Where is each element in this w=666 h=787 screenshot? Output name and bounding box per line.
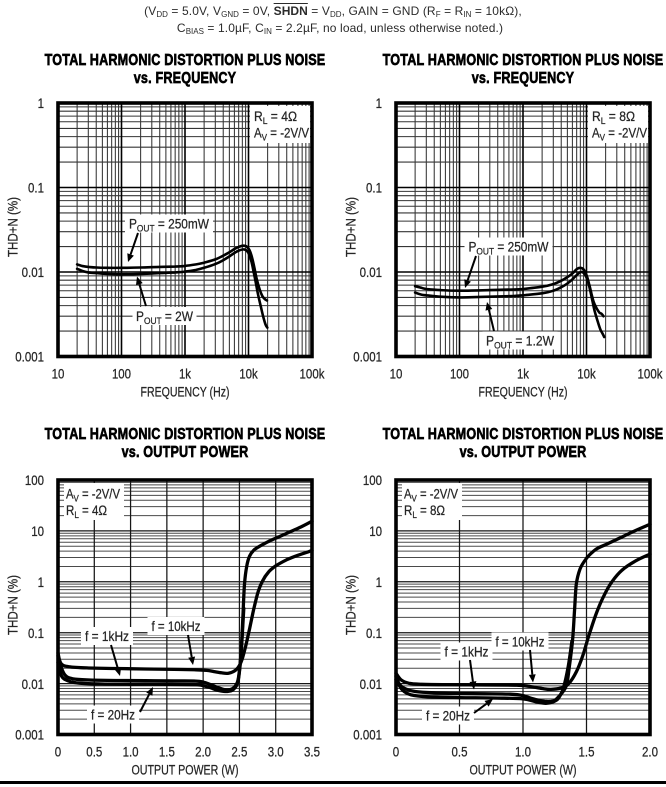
- svg-text:0.5: 0.5: [86, 745, 102, 760]
- svg-text:1.5: 1.5: [159, 745, 175, 760]
- svg-text:FREQUENCY (Hz): FREQUENCY (Hz): [141, 385, 230, 400]
- svg-text:0.001: 0.001: [353, 350, 382, 365]
- svg-text:THD+N (%): THD+N (%): [6, 197, 21, 257]
- svg-text:f = 10kHz: f = 10kHz: [152, 619, 201, 634]
- svg-text:1k: 1k: [179, 367, 191, 382]
- svg-text:AV​ = -2V/V: AV​ = -2V/V: [404, 487, 458, 505]
- svg-text:FREQUENCY (Hz): FREQUENCY (Hz): [479, 385, 568, 400]
- svg-text:1: 1: [38, 96, 44, 111]
- svg-text:1: 1: [376, 575, 382, 590]
- svg-text:f = 20Hz: f = 20Hz: [91, 707, 135, 722]
- svg-text:0: 0: [393, 745, 399, 760]
- svg-text:OUTPUT POWER (W): OUTPUT POWER (W): [132, 763, 239, 778]
- svg-text:f = 1kHz: f = 1kHz: [445, 644, 489, 659]
- svg-text:0.5: 0.5: [452, 745, 468, 760]
- svg-text:f = 1kHz: f = 1kHz: [85, 629, 129, 644]
- svg-text:0.1: 0.1: [366, 181, 382, 196]
- svg-text:THD+N (%): THD+N (%): [344, 197, 359, 257]
- svg-text:100: 100: [25, 473, 44, 488]
- svg-text:0.1: 0.1: [28, 181, 44, 196]
- svg-text:100k: 100k: [300, 367, 325, 382]
- svg-text:0.001: 0.001: [15, 728, 44, 743]
- svg-text:3.5: 3.5: [304, 745, 320, 760]
- svg-text:1.0: 1.0: [123, 745, 139, 760]
- svg-text:1: 1: [376, 96, 382, 111]
- svg-text:AV​ = -2V/V: AV​ = -2V/V: [592, 126, 647, 144]
- svg-text:10k: 10k: [239, 367, 258, 382]
- svg-text:100: 100: [363, 473, 382, 488]
- svg-text:f = 20Hz: f = 20Hz: [426, 708, 470, 723]
- svg-text:2.5: 2.5: [231, 745, 247, 760]
- svg-text:10: 10: [31, 524, 44, 539]
- svg-text:THD+N (%): THD+N (%): [344, 575, 359, 635]
- svg-text:100k: 100k: [638, 367, 663, 382]
- svg-text:f = 10kHz: f = 10kHz: [496, 634, 545, 649]
- svg-text:0.01: 0.01: [22, 265, 44, 280]
- svg-text:2.0: 2.0: [642, 745, 658, 760]
- svg-text:0.01: 0.01: [360, 677, 382, 692]
- svg-text:0.001: 0.001: [15, 350, 44, 365]
- svg-text:THD+N (%): THD+N (%): [6, 575, 21, 635]
- svg-text:0.1: 0.1: [28, 626, 44, 641]
- svg-text:10: 10: [52, 367, 65, 382]
- svg-text:0.01: 0.01: [360, 265, 382, 280]
- svg-text:2.0: 2.0: [195, 745, 211, 760]
- svg-text:3.0: 3.0: [268, 745, 284, 760]
- svg-text:100: 100: [450, 367, 469, 382]
- svg-text:1.5: 1.5: [579, 745, 595, 760]
- svg-text:0.1: 0.1: [366, 626, 382, 641]
- svg-text:POUT​ = 250mW: POUT​ = 250mW: [129, 216, 209, 234]
- svg-text:0.01: 0.01: [22, 677, 44, 692]
- svg-text:0.001: 0.001: [353, 728, 382, 743]
- svg-text:10: 10: [390, 367, 403, 382]
- svg-text:1: 1: [38, 575, 44, 590]
- svg-text:AV​ = -2V/V: AV​ = -2V/V: [254, 126, 309, 144]
- svg-text:OUTPUT POWER (W): OUTPUT POWER (W): [470, 763, 577, 778]
- svg-text:AV​ = -2V/V: AV​ = -2V/V: [66, 487, 120, 505]
- svg-text:1k: 1k: [517, 367, 529, 382]
- svg-text:10k: 10k: [577, 367, 596, 382]
- svg-text:10: 10: [369, 524, 382, 539]
- svg-text:1.0: 1.0: [515, 745, 531, 760]
- svg-text:0: 0: [55, 745, 61, 760]
- svg-text:100: 100: [112, 367, 131, 382]
